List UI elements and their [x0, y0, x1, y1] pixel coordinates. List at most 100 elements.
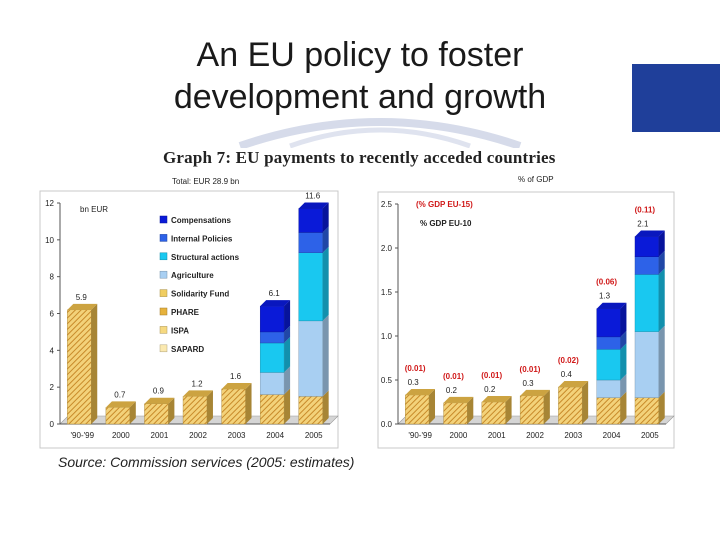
chart1-y-tick-label: 0 [50, 420, 55, 429]
chart2-eu10-label: 0.3 [408, 378, 420, 387]
chart1-x-tick-label: 2005 [305, 431, 323, 440]
chart2-bar-agriculture [596, 379, 621, 398]
chart1-data-label: 1.6 [230, 372, 242, 381]
chart1-bar-side-pre-accession-aid [129, 401, 136, 424]
legend-label-compensations: Compensations [171, 216, 232, 225]
title-line-2: development and growth [173, 78, 547, 116]
chart1-bar-side-internal-policies [284, 325, 291, 343]
chart1-y-tick-label: 10 [45, 236, 54, 245]
legend-label-structural-actions: Structural actions [171, 253, 240, 262]
chart2-eu15-label: (0.01) [443, 372, 464, 381]
chart1-x-tick-label: 2004 [266, 431, 284, 440]
chart2-bar-side-agriculture [658, 325, 665, 398]
chart2-bar-side-pre-accession-aid [620, 391, 627, 424]
chart1-bar-side-pre-accession-aid [245, 383, 252, 424]
chart2-bar-agriculture [634, 331, 659, 398]
chart1-x-tick-label: '90-'99 [71, 431, 95, 440]
corner-accent-block [632, 64, 720, 132]
chart1-x-tick-label: 2001 [151, 431, 169, 440]
chart2-eu15-label: (0.01) [520, 365, 541, 374]
chart1-x-tick-label: 2002 [189, 431, 207, 440]
eu-watermark-graphic [238, 118, 522, 148]
chart2-eu10-label: 0.2 [484, 385, 496, 394]
chart1-bar-pre-accession-aid [105, 407, 131, 425]
chart2-y-tick-label: 1.0 [381, 332, 393, 341]
legend-label-agriculture: Agriculture [171, 271, 214, 280]
chart2-bar-side-pre-accession-aid [429, 388, 436, 424]
chart2-bar-side-compensations [658, 230, 665, 257]
chart1-bar-structural-actions [259, 342, 285, 373]
chart2-bar-side-agriculture [620, 374, 627, 398]
graph-title: Graph 7: EU payments to recently acceded… [163, 148, 556, 167]
chart2-x-tick-label: 2002 [526, 431, 544, 440]
chart1-y-tick-label: 8 [50, 273, 55, 282]
title-line-1: An EU policy to foster [196, 36, 524, 74]
legend-swatch-solidarity-fund [159, 289, 168, 297]
chart1-data-label: 5.9 [76, 293, 88, 302]
chart2-bar-side-internal-policies [620, 330, 627, 350]
chart2-bar-pre-accession-aid [558, 386, 583, 425]
chart1-x-tick-label: 2000 [112, 431, 130, 440]
chart1-bar-pre-accession-aid [182, 396, 208, 425]
chart2-eu10-label: 0.4 [561, 370, 573, 379]
chart1-bar-side-pre-accession-aid [284, 388, 291, 424]
chart2-bar-internal-policies [596, 336, 621, 350]
chart2-y-tick-label: 2.5 [381, 200, 393, 209]
chart2-y-tick-label: 1.5 [381, 288, 393, 297]
chart2-eu15-label: (0.02) [558, 356, 579, 365]
chart1-data-label: 11.6 [305, 192, 321, 201]
chart2-bar-top [405, 388, 436, 395]
chart2-bar-side-compensations [620, 302, 627, 337]
chart2-legend-eu10: % GDP EU-10 [420, 219, 472, 228]
chart2-bar-side-pre-accession-aid [543, 389, 550, 424]
chart2-eu15-label: (0.06) [596, 278, 617, 287]
chart1-bar-top [298, 202, 329, 209]
legend-label-internal-policies: Internal Policies [171, 234, 233, 243]
chart1-bar-side-pre-accession-aid [91, 303, 98, 424]
chart2-bar-pre-accession-aid [634, 397, 659, 425]
chart1-unit-label: bn EUR [80, 205, 108, 214]
chart2-legend-eu15: (% GDP EU-15) [416, 200, 473, 209]
chart2-bar-side-internal-policies [658, 250, 665, 275]
chart1-bar-side-pre-accession-aid [206, 390, 213, 424]
chart1-bar-pre-accession-aid [144, 403, 169, 425]
chart1-bar-side-structural-actions [322, 246, 329, 321]
legend-label-phare: PHARE [171, 308, 200, 317]
chart2-bar-top [520, 389, 550, 396]
chart2-bar-side-structural-actions [620, 343, 627, 380]
chart1-bar-top [221, 383, 252, 390]
chart2-bar-side-pre-accession-aid [505, 396, 512, 424]
chart1-bar-compensations [259, 305, 285, 333]
legend-label-sapard: SAPARD [171, 345, 204, 354]
chart2-bar-pre-accession-aid [519, 395, 545, 425]
chart1-bar-pre-accession-aid [221, 388, 246, 425]
chart1-bar-agriculture [298, 320, 323, 397]
chart2-x-tick-label: 2000 [450, 431, 468, 440]
chart2-eu10-label: 2.1 [637, 220, 649, 229]
chart1-bar-agriculture [259, 372, 285, 395]
chart1-bar-side-pre-accession-aid [322, 390, 329, 424]
chart1-bar-pre-accession-aid [67, 309, 92, 425]
chart1-bar-top [260, 300, 291, 307]
chart2-bar-top [596, 302, 627, 309]
chart2-eu10-label: 1.3 [599, 292, 611, 301]
chart1-bar-internal-policies [259, 331, 285, 344]
chart1-bar-top [183, 390, 213, 397]
chart2-x-tick-label: 2001 [488, 431, 506, 440]
chart1-bar-structural-actions [298, 252, 323, 322]
chart1-bar-side-compensations [322, 202, 329, 233]
chart1-bar-side-agriculture [322, 314, 329, 397]
chart1-y-tick-label: 4 [50, 346, 55, 355]
chart2-bar-side-structural-actions [658, 268, 665, 332]
chart1-data-label: 6.1 [269, 289, 281, 298]
chart2-bar-top [443, 396, 474, 403]
chart1-bar-top [105, 401, 136, 408]
chart2-bar-top [481, 396, 512, 402]
chart1-x-tick-label: 2003 [228, 431, 246, 440]
chart2-y-tick-label: 0.5 [381, 376, 393, 385]
chart2-bar-structural-actions [634, 274, 659, 332]
legend-label-ispa: ISPA [171, 326, 189, 335]
chart1-y-tick-label: 12 [45, 199, 54, 208]
chart2-eu15-label: (0.11) [635, 206, 656, 215]
chart1-y-tick-label: 6 [50, 310, 55, 319]
